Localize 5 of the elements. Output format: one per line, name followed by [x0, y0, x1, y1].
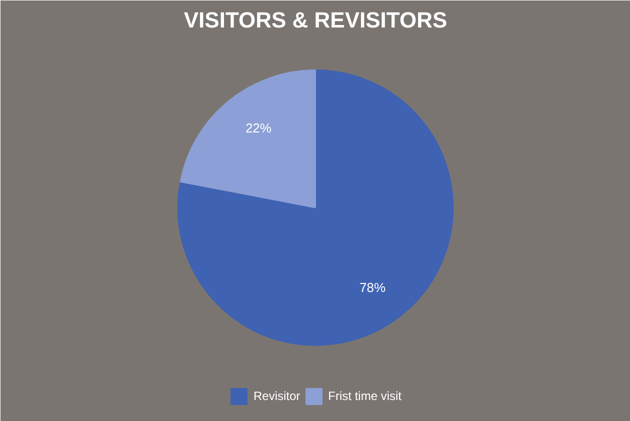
data-label: 78% [360, 280, 386, 295]
data-label: 22% [245, 120, 272, 136]
legend-label: Revisitor [253, 389, 300, 403]
chart-title: VISITORS & REVISITORS [184, 8, 448, 32]
legend-label: Frist time visit [328, 389, 402, 403]
